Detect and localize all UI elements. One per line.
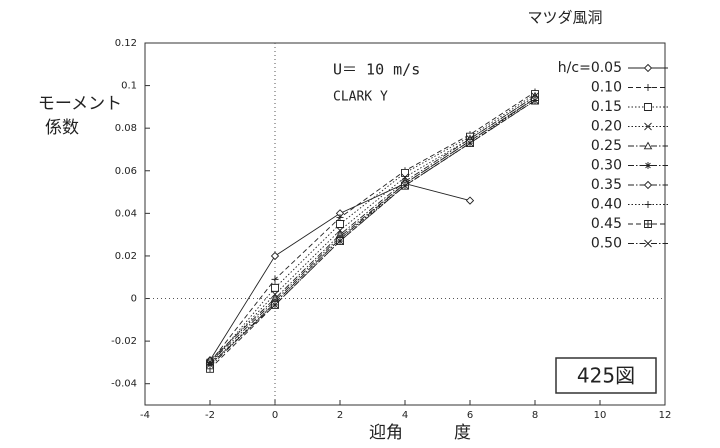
figure-label-box [555,357,657,394]
data-point [336,220,344,228]
legend-label: 0.20 [591,119,622,135]
data-point [271,283,279,292]
y-label: 係数 [45,118,79,138]
data-point [206,360,214,369]
figure-label: 425図 [577,364,635,388]
series-line [209,95,536,363]
data-point [270,251,280,261]
data-point [401,181,409,190]
legend-marker [643,141,653,150]
x-tick-label: 0 [272,410,278,421]
legend-label: 0.40 [591,197,622,213]
x-tick-label: -4 [140,410,150,421]
y-tick-label: -0.04 [111,379,137,390]
legend-label: 0.45 [591,216,622,232]
y-tick-label: 0.12 [115,38,137,49]
annotation: U＝ 10 m/s [333,61,420,79]
series-line [209,97,536,365]
data-point [336,237,344,245]
x-label: 迎角 度 [369,423,471,443]
y-tick-label: 0.06 [115,166,137,177]
series-line [209,95,536,361]
series-line [209,97,536,363]
y-tick-label: 0.08 [115,123,137,134]
series-line [209,100,536,365]
legend-label: 0.50 [591,236,622,252]
legend-label: 0.10 [591,80,622,96]
plot-frame [144,42,666,406]
data-point [336,214,344,222]
legend-marker [644,103,652,111]
x-tick-label: 8 [532,410,538,421]
data-point [401,168,409,177]
annotation: CLARK Y [333,90,388,105]
y-tick-label: -0.02 [111,336,137,347]
data-point [466,139,474,147]
legend-marker [643,180,653,190]
series-line [209,97,536,367]
y-tick-label: 0.02 [115,251,137,262]
series-line [209,100,536,370]
x-tick-label: -2 [205,410,215,421]
legend-marker [644,220,652,228]
y-label: モーメント [38,94,122,114]
x-tick-label: 10 [594,410,607,421]
legend-label: h/c=0.05 [558,60,622,76]
legend-marker [644,239,652,248]
legend-label: 0.35 [591,177,622,193]
legend-label: 0.30 [591,158,622,174]
legend-label: 0.25 [591,138,622,154]
data-point [465,196,475,205]
y-tick-label: 0 [131,294,137,305]
data-point [531,96,539,105]
legend-label: 0.15 [591,99,622,115]
header: マツダ風洞 [527,9,602,27]
x-tick-label: 4 [402,410,408,421]
legend-marker [644,201,652,208]
y-tick-label: 0.04 [115,208,137,219]
legend-marker [644,122,652,131]
legend-marker [644,84,652,91]
series-line [209,91,536,363]
data-point [271,275,279,283]
legend-marker [643,63,653,73]
series-line [209,93,536,365]
y-tick-label: 0.1 [121,81,137,92]
x-tick-label: 12 [659,410,672,421]
data-point [271,301,279,309]
data-point [206,364,214,373]
x-tick-label: 2 [337,410,343,421]
x-tick-label: 6 [467,410,473,421]
legend-marker [644,162,652,169]
